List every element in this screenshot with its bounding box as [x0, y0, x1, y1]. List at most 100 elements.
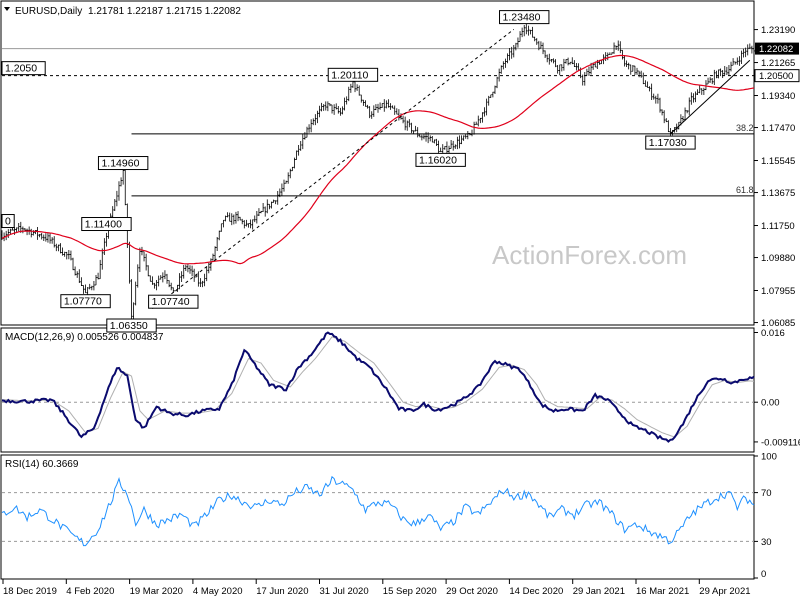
- ohlc-bar: [604, 52, 607, 62]
- macd-title: MACD(12,26,9) 0.005526 0.004837: [5, 332, 164, 343]
- price-annotation-box: [499, 10, 550, 25]
- ohlc-bar: [113, 199, 116, 211]
- ohlc-bar: [439, 147, 442, 152]
- ohlc-bar: [122, 167, 125, 185]
- ohlc-bar: [253, 215, 256, 223]
- ohlc-bar: [21, 226, 24, 234]
- ohlc-bar: [732, 58, 735, 66]
- ohlc-bar: [427, 132, 430, 144]
- trendline: [670, 59, 751, 135]
- ohlc-bar: [646, 81, 649, 88]
- ohlc-bar: [481, 112, 484, 123]
- macd-tick-label: 0.016: [761, 328, 785, 339]
- ohlc-bar: [638, 70, 641, 78]
- ohlc-bar: [53, 236, 56, 248]
- price-annotations: 1.23480 1.20110 1.16020 1.17030 1.14960 1.114…: [1, 10, 696, 333]
- dropdown-triangle-icon[interactable]: [4, 7, 10, 11]
- rsi-panel-frame: [0, 454, 755, 580]
- ohlc-bar: [659, 97, 661, 113]
- price-annotation-label: 1.07740: [152, 296, 190, 308]
- ohlc-bar: [74, 266, 77, 276]
- ohlc-bar: [694, 91, 697, 103]
- ohlc-bar: [585, 68, 588, 76]
- ohlc-bar: [270, 201, 273, 209]
- ohlc-bar: [395, 108, 398, 115]
- price-tick-label: 1.06085: [761, 318, 795, 329]
- ohlc-bar: [489, 94, 492, 98]
- level-price-label: 1.20500: [759, 71, 793, 82]
- price-tick-label: 1.09880: [761, 253, 795, 264]
- ohlc-values: 1.21781 1.22187 1.21715 1.22082: [88, 6, 241, 17]
- ohlc-bar: [186, 263, 189, 273]
- ohlc-bar: [358, 85, 361, 96]
- ohlc-bar: [222, 219, 225, 228]
- ohlc-bar: [383, 99, 386, 112]
- ohlc-bar: [111, 206, 114, 218]
- ohlc-bar: [527, 25, 530, 36]
- price-y-axis: 1.23190 1.21265 1.19340 1.17470 1.15545 1.136…: [754, 25, 795, 329]
- ohlc-bar: [496, 76, 499, 89]
- ohlc-bar: [72, 257, 75, 271]
- current-price-box: [755, 42, 799, 55]
- ohlc-bar: [90, 285, 93, 291]
- ohlc-bar: [471, 129, 473, 137]
- ohlc-bar: [669, 127, 672, 136]
- ohlc-bar: [166, 273, 169, 284]
- ohlc-bar: [475, 121, 478, 125]
- ohlc-bar: [15, 227, 18, 233]
- ohlc-bar: [462, 135, 465, 141]
- ohlc-bar: [608, 52, 611, 55]
- fib-level-label: 38.2: [736, 123, 754, 133]
- price-tick-label: 1.13675: [761, 188, 795, 199]
- ohlc-bar: [696, 89, 699, 95]
- ohlc-bar: [314, 114, 317, 126]
- price-annotation-box: [106, 318, 157, 333]
- ohlc-bar: [103, 238, 106, 256]
- price-tick-label: 1.15545: [761, 156, 795, 167]
- macd-lines: 0.016 0.00 -0.009116: [1, 328, 800, 448]
- price-annotation-box: [415, 152, 466, 167]
- ohlc-bar: [67, 249, 70, 260]
- ohlc-bar: [740, 50, 743, 65]
- ohlc-bar: [80, 277, 83, 287]
- date-tick-label: 16 Mar 2021: [636, 586, 689, 597]
- ohlc-bar: [519, 31, 522, 42]
- moving-average-line: [1, 54, 755, 265]
- rsi-lines: 100 70 30 0: [1, 452, 777, 580]
- ohlc-bar: [40, 232, 43, 240]
- ohlc-bar: [456, 136, 459, 150]
- ohlc-bar: [36, 227, 39, 240]
- ohlc-bar: [7, 229, 10, 239]
- ohlc-bar: [65, 251, 68, 260]
- price-annotation-box: [1, 61, 46, 76]
- ohlc-bar: [354, 80, 357, 93]
- ohlc-bar: [554, 59, 557, 68]
- ohlc-bar: [228, 212, 231, 222]
- date-tick-label: 14 Dec 2020: [509, 586, 563, 597]
- ohlc-bar: [583, 72, 586, 86]
- ohlc-bar: [268, 203, 271, 210]
- ohlc-bar: [115, 190, 118, 207]
- ohlc-bar: [197, 271, 200, 287]
- ohlc-bar: [667, 120, 670, 133]
- ohlc-bar: [713, 69, 716, 86]
- ohlc-bar: [157, 275, 160, 287]
- ohlc-bar: [458, 135, 461, 149]
- ohlc-bar: [734, 61, 737, 65]
- price-annotation-box: [81, 217, 132, 232]
- ohlc-bar: [569, 61, 572, 65]
- ohlc-bar: [431, 135, 434, 143]
- ohlc-bar: [493, 85, 496, 95]
- ohlc-bar: [266, 199, 269, 214]
- ohlc-bar: [324, 101, 327, 111]
- current-price-label: 1.22082: [759, 44, 793, 55]
- ohlc-bar: [748, 43, 751, 49]
- ohlc-bar: [136, 264, 139, 288]
- ohlc-bar: [161, 272, 164, 283]
- ohlc-bar: [487, 95, 490, 106]
- ohlc-bar: [360, 94, 363, 103]
- ohlc-bar: [381, 103, 384, 108]
- ohlc-bar: [617, 40, 620, 51]
- ohlc-bar: [389, 103, 392, 110]
